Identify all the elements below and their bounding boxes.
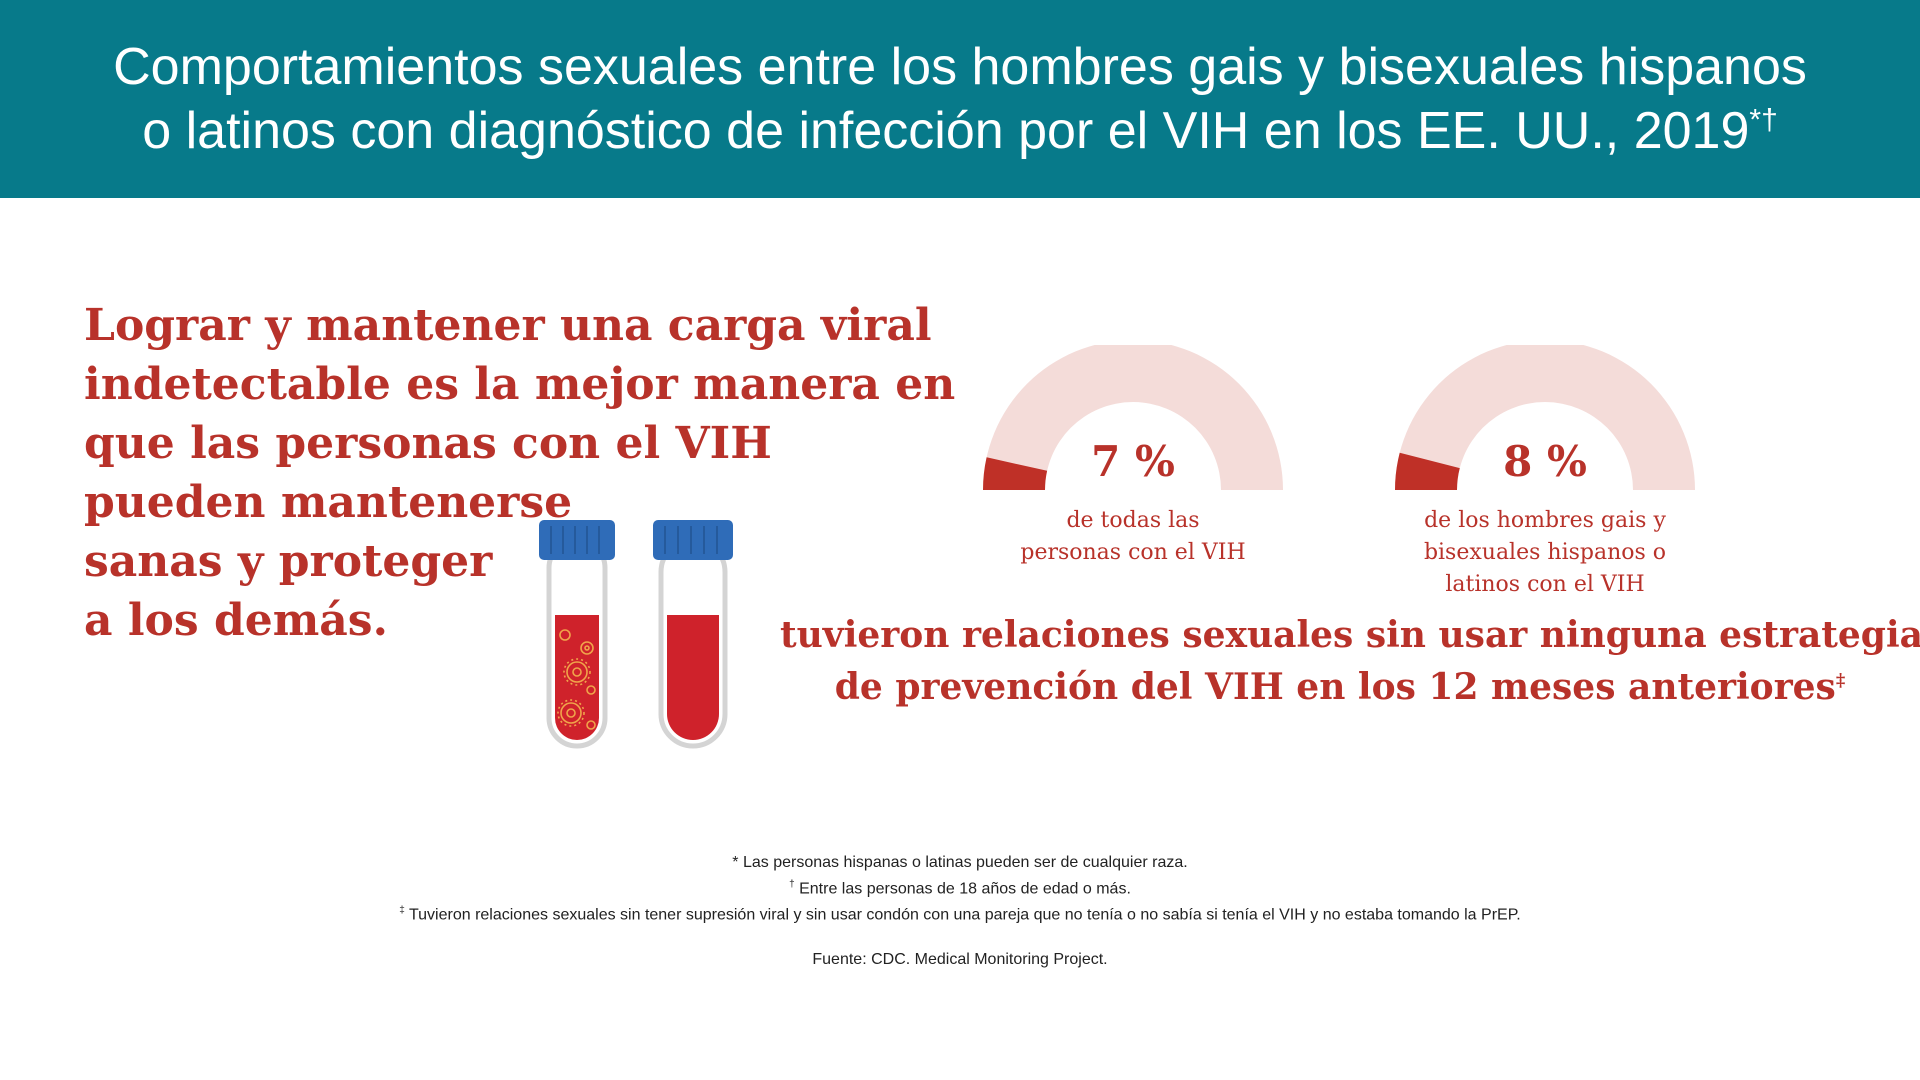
source-note: Fuente: CDC. Medical Monitoring Project. [812, 950, 1108, 968]
gauge-2-value: 8 % [1503, 437, 1587, 486]
gauge-1-value: 7 % [1091, 437, 1175, 486]
gauge-2-caption-line-3: latinos con el VIH [1445, 572, 1645, 597]
gauge-2-caption-line-2: bisexuales hispanos o [1423, 540, 1667, 565]
gauge-hispanic-men: 8 % de los hombres gais y bisexuales his… [1390, 345, 1700, 597]
gauge-1-caption-line-2: personas con el VIH [1020, 540, 1246, 565]
lead-line-3: que las personas con el VIH [84, 418, 772, 469]
footnote-2-mark: † [789, 879, 795, 890]
lead-line-6: a los demás. [84, 595, 388, 646]
title-banner: Comportamientos sexuales entre los hombr… [0, 0, 1920, 198]
page-title: Comportamientos sexuales entre los hombr… [113, 35, 1807, 163]
footnote-3: ‡ Tuvieron relaciones sexuales sin tener… [0, 900, 1920, 926]
gauge-2-caption-line-1: de los hombres gais y [1424, 508, 1666, 533]
gauge-2-svg [1395, 345, 1695, 490]
footnote-1: * Las personas hispanas o latinas pueden… [0, 852, 1920, 874]
gauge-2-fill [1395, 452, 1460, 490]
gauge-1-caption: de todas las personas con el VIH [938, 505, 1328, 569]
gauge-1-fill [983, 457, 1048, 490]
lead-line-1: Lograr y mantener una carga viral [84, 300, 932, 351]
title-line-2: o latinos con diagnóstico de infección p… [142, 102, 1750, 160]
blood-tube-with-virus-icon [539, 520, 615, 749]
footnote-1-mark: * [732, 854, 739, 871]
footnote-3-text: Tuvieron relaciones sexuales sin tener s… [408, 906, 1521, 924]
result-statement: tuvieron relaciones sexuales sin usar ni… [780, 612, 1920, 710]
gauge-1-svg [983, 345, 1283, 490]
footnote-3-mark: ‡ [399, 905, 405, 917]
title-footnote-marks: *† [1749, 103, 1778, 137]
virus-icon [557, 629, 596, 730]
title-line-1: Comportamientos sexuales entre los hombr… [113, 38, 1807, 96]
footnote-2-text: Entre las personas de 18 años de edad o … [799, 880, 1131, 898]
result-line-1: tuvieron relaciones sexuales sin usar ni… [780, 614, 1920, 656]
lead-line-5: sanas y proteger [84, 536, 493, 587]
footnote-2: † Entre las personas de 18 años de edad … [0, 874, 1920, 900]
result-line-2: de prevención del VIH en los 12 meses an… [834, 666, 1836, 708]
gauge-2-track [1395, 345, 1695, 490]
lead-line-4: pueden mantenerse [84, 477, 573, 528]
gauge-1-track [983, 345, 1283, 490]
gauge-2-caption: de los hombres gais y bisexuales hispano… [1350, 505, 1740, 601]
lead-statement: Lograr y mantener una carga viral indete… [84, 296, 956, 650]
lead-line-2: indetectable es la mejor manera en [84, 359, 956, 410]
gauge-all-people: 7 % de todas las personas con el VIH [978, 345, 1288, 565]
footnote-1-text: Las personas hispanas o latinas pueden s… [742, 854, 1188, 871]
gauge-1-caption-line-1: de todas las [1066, 508, 1200, 533]
result-footnote-mark: ‡ [1835, 670, 1846, 691]
footnotes: * Las personas hispanas o latinas pueden… [0, 852, 1920, 971]
result-line-2-wrap: de prevención del VIH en los 12 meses an… [780, 658, 1900, 710]
blood-tube-icon [653, 520, 733, 749]
blood-tubes-illustration [539, 520, 733, 749]
